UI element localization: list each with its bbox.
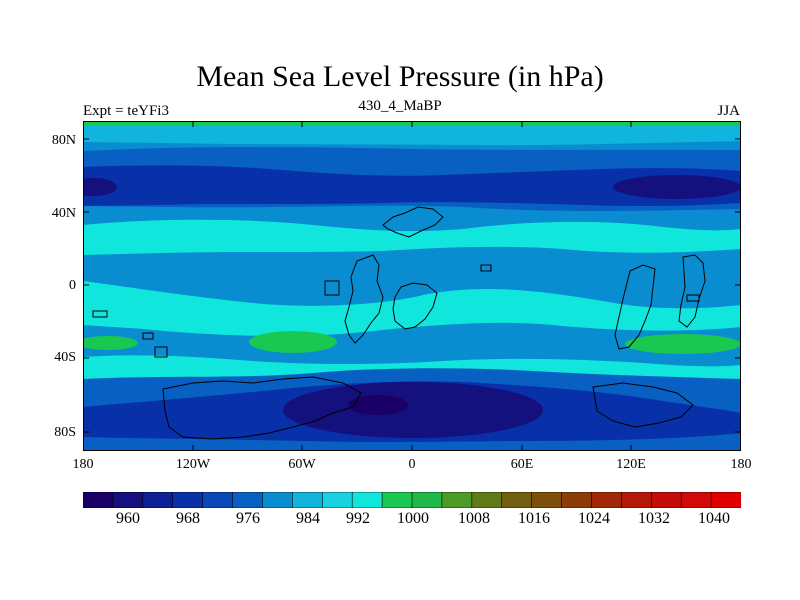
colorbar-label-1000: 1000 [397, 510, 429, 527]
colorbar-swatch [351, 492, 383, 508]
northern-dark-band [83, 165, 741, 207]
colorbar-swatch [650, 492, 682, 508]
island-e [154, 346, 168, 358]
colorbar-label-1040: 1040 [698, 510, 730, 527]
colorbar-swatch [411, 492, 443, 508]
colorbar-swatch [232, 492, 264, 508]
island-b [480, 264, 492, 272]
colorbar-label-1024: 1024 [578, 510, 610, 527]
colorbar-swatch [561, 492, 593, 508]
southern-low-core [283, 382, 543, 438]
colorbar-swatch [142, 492, 174, 508]
continent-central [392, 282, 438, 330]
colorbar-swatch [321, 492, 353, 508]
southern-high-indian [625, 334, 741, 354]
colorbar-label-992: 992 [346, 510, 370, 527]
lat-tick-80n: 80N [51, 133, 76, 148]
lon-tick-180e: 180 [730, 457, 752, 472]
southern-high-pacific [83, 336, 138, 350]
colorbar-swatch [680, 492, 712, 508]
continent-southwest [162, 376, 362, 440]
lat-tick-80s: 80S [54, 425, 76, 440]
continent-west [344, 254, 384, 344]
colorbar-swatch [172, 492, 204, 508]
colorbar-label-1032: 1032 [638, 510, 670, 527]
colorbar-label-960: 960 [116, 510, 140, 527]
axis-ticks [83, 121, 741, 451]
continent-east [614, 264, 656, 350]
colorbar-swatch [710, 492, 741, 508]
colorbar-swatch [112, 492, 144, 508]
island-a [324, 280, 340, 296]
island-f [686, 294, 700, 302]
continent-far-east [678, 254, 706, 328]
colorbar-swatch [381, 492, 413, 508]
experiment-label: Expt = teYFi3 [83, 103, 169, 119]
lat-tick-40n: 40N [51, 206, 76, 221]
colorbar-swatches [83, 492, 741, 508]
colorbar-swatch [591, 492, 623, 508]
colorbar-swatch [531, 492, 563, 508]
colorbar-swatch [501, 492, 533, 508]
colorbar-swatch [292, 492, 324, 508]
continent-north [382, 206, 444, 238]
northern-light-band [83, 125, 741, 146]
northern-low-east [613, 175, 741, 199]
colorbar-label-1008: 1008 [458, 510, 490, 527]
island-d [142, 332, 154, 340]
colorbar-swatch [83, 492, 114, 508]
colorbar-swatch [471, 492, 503, 508]
pressure-contour-fills [83, 121, 741, 451]
plot-title: Mean Sea Level Pressure (in hPa) [196, 60, 604, 93]
lon-tick-60e: 60E [510, 457, 534, 472]
colorbar [83, 492, 741, 508]
continent-southeast [592, 382, 694, 428]
lon-tick-0: 0 [408, 457, 416, 472]
southern-low-minimum [348, 395, 408, 415]
lat-tick-40s: 40S [54, 350, 76, 365]
time-label: 430_4_MaBP [358, 98, 442, 114]
colorbar-swatch [621, 492, 653, 508]
season-label: JJA [717, 103, 740, 119]
colorbar-swatch [202, 492, 234, 508]
pressure-map [83, 121, 741, 451]
lon-tick-120w: 120W [175, 457, 211, 472]
colorbar-swatch [262, 492, 294, 508]
northern-cyan-band [83, 219, 741, 255]
colorbar-label-984: 984 [296, 510, 320, 527]
northern-low-west [83, 178, 117, 196]
lon-tick-180w: 180 [72, 457, 94, 472]
continent-outlines [83, 206, 741, 451]
southern-high-atlantic [249, 331, 337, 353]
lon-tick-60w: 60W [288, 457, 316, 472]
colorbar-label-968: 968 [176, 510, 200, 527]
colorbar-swatch [441, 492, 473, 508]
lat-tick-0: 0 [69, 278, 76, 293]
colorbar-label-1016: 1016 [518, 510, 550, 527]
lon-tick-120e: 120E [616, 457, 646, 472]
tropical-cyan-band [83, 281, 741, 336]
colorbar-label-976: 976 [236, 510, 260, 527]
island-c [92, 310, 108, 318]
